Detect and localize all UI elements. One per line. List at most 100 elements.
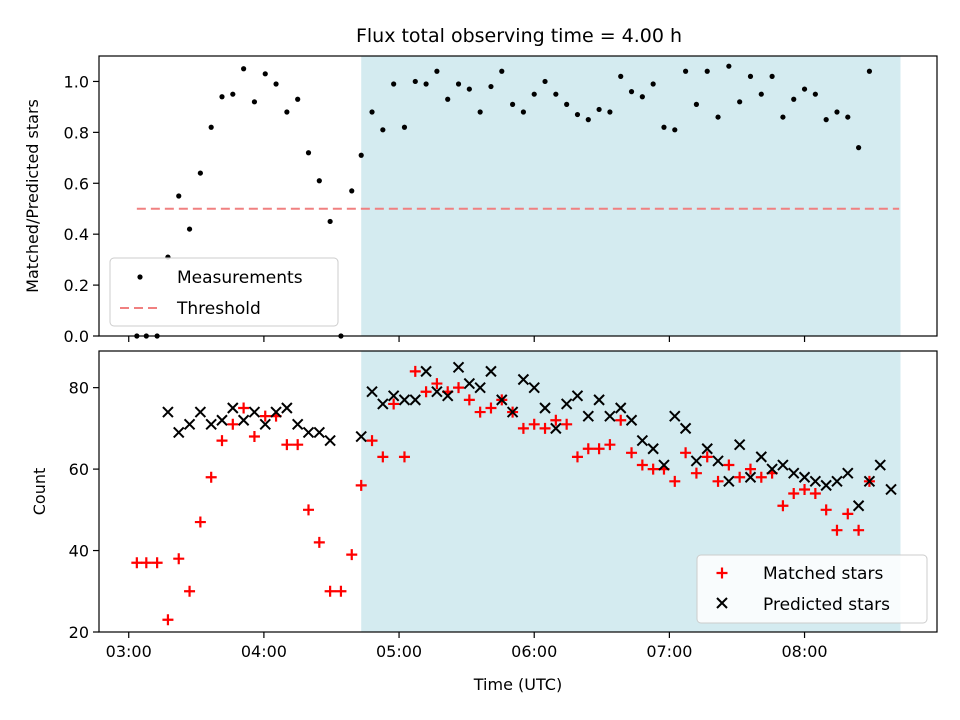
bottom-y-axis-label: Count xyxy=(30,468,49,516)
data-point-x xyxy=(723,475,735,488)
data-point-plus xyxy=(593,443,605,455)
data-point-dot xyxy=(186,226,193,232)
data-point-dot xyxy=(564,101,570,107)
legend-measurements-label: Measurements xyxy=(177,268,303,288)
y-tick-label: 60 xyxy=(69,460,89,479)
data-point-plus xyxy=(151,557,163,569)
data-point-dot xyxy=(509,101,516,107)
data-point-x xyxy=(777,459,789,471)
data-point-dot xyxy=(466,86,472,92)
data-point-x xyxy=(571,390,584,402)
data-point-x xyxy=(237,414,250,426)
data-point-x xyxy=(355,430,367,443)
data-point-dot xyxy=(758,91,764,97)
data-point-plus xyxy=(517,422,529,434)
data-point-x xyxy=(690,455,703,467)
data-point-dot xyxy=(726,63,732,69)
data-point-x xyxy=(517,373,530,386)
data-point-dot xyxy=(574,111,581,118)
y-tick-label: 0.4 xyxy=(64,225,89,244)
data-point-plus xyxy=(453,382,465,394)
data-point-dot xyxy=(230,91,236,97)
data-point-dot xyxy=(305,150,312,156)
data-point-plus xyxy=(690,467,702,479)
data-point-plus xyxy=(582,443,594,455)
data-point-x xyxy=(442,390,454,402)
legend-matched-label: Matched stars xyxy=(763,564,883,584)
data-point-plus xyxy=(431,378,443,390)
data-point-x xyxy=(452,361,465,373)
data-point-dot xyxy=(780,114,786,120)
data-point-dot xyxy=(585,117,591,123)
data-point-plus xyxy=(173,553,185,565)
data-point-x xyxy=(377,398,389,410)
legend-matched-marker xyxy=(716,567,728,579)
data-point-x xyxy=(852,500,865,512)
data-point-x xyxy=(885,483,897,496)
data-point-dot xyxy=(262,71,268,77)
data-point-x xyxy=(647,443,659,455)
data-point-dot xyxy=(284,109,290,115)
data-point-dot xyxy=(834,109,840,115)
data-point-x xyxy=(874,459,886,471)
data-point-dot xyxy=(176,193,182,199)
data-point-x xyxy=(582,410,594,422)
data-point-plus xyxy=(561,418,573,430)
data-point-x xyxy=(248,406,261,418)
data-point-x xyxy=(496,394,508,406)
x-tick-label: 03:00 xyxy=(106,642,152,661)
data-point-dot xyxy=(316,178,322,184)
top-legend: Measurements Threshold xyxy=(109,257,339,327)
data-point-dot xyxy=(639,94,645,100)
data-point-x xyxy=(842,467,854,479)
data-point-dot xyxy=(391,81,397,87)
data-point-x xyxy=(281,402,293,414)
data-point-plus xyxy=(184,585,196,597)
count-points xyxy=(131,361,897,626)
data-point-x xyxy=(831,475,843,488)
data-point-plus xyxy=(615,414,627,426)
data-point-x xyxy=(550,422,562,435)
data-point-plus xyxy=(788,488,800,500)
data-point-plus xyxy=(281,439,293,451)
data-point-x xyxy=(398,394,411,406)
data-point-x xyxy=(259,418,271,431)
data-point-x xyxy=(474,381,486,394)
data-point-plus xyxy=(463,394,475,406)
data-point-plus xyxy=(528,418,540,430)
data-point-dot xyxy=(455,81,462,87)
data-point-plus xyxy=(388,398,400,410)
data-point-x xyxy=(194,406,207,418)
data-point-plus xyxy=(324,585,336,597)
x-tick-label: 08:00 xyxy=(781,642,827,661)
data-point-dot xyxy=(358,152,364,158)
data-point-dot xyxy=(769,73,775,79)
data-point-dot xyxy=(401,124,408,130)
data-point-dot xyxy=(672,127,678,133)
data-point-x xyxy=(485,365,497,378)
y-tick-label: 80 xyxy=(69,379,89,398)
data-point-x xyxy=(366,386,378,398)
data-point-x xyxy=(183,418,196,431)
x-tick-label: 05:00 xyxy=(376,642,422,661)
y-tick-label: 1.0 xyxy=(64,72,89,91)
data-point-plus xyxy=(571,451,583,463)
legend-predicted-label: Predicted stars xyxy=(763,595,890,615)
data-point-plus xyxy=(550,414,562,426)
data-point-x xyxy=(755,451,767,463)
data-point-dot xyxy=(845,114,851,120)
data-point-x xyxy=(162,406,174,418)
data-point-x xyxy=(291,418,304,431)
data-point-x xyxy=(733,438,746,451)
legend-measurements-marker xyxy=(137,274,143,280)
data-point-x xyxy=(302,426,315,439)
bottom-legend-box xyxy=(696,554,928,624)
data-point-dot xyxy=(488,83,494,90)
data-point-x xyxy=(701,443,713,455)
data-point-dot xyxy=(737,99,743,105)
data-point-plus xyxy=(335,585,347,597)
data-point-x xyxy=(658,459,670,471)
panel-counts: 03:00 04:00 05:00 06:00 07:00 08:00 20 40 60 80 C… xyxy=(30,350,938,694)
data-point-x xyxy=(313,426,326,439)
data-point-x xyxy=(788,467,800,479)
